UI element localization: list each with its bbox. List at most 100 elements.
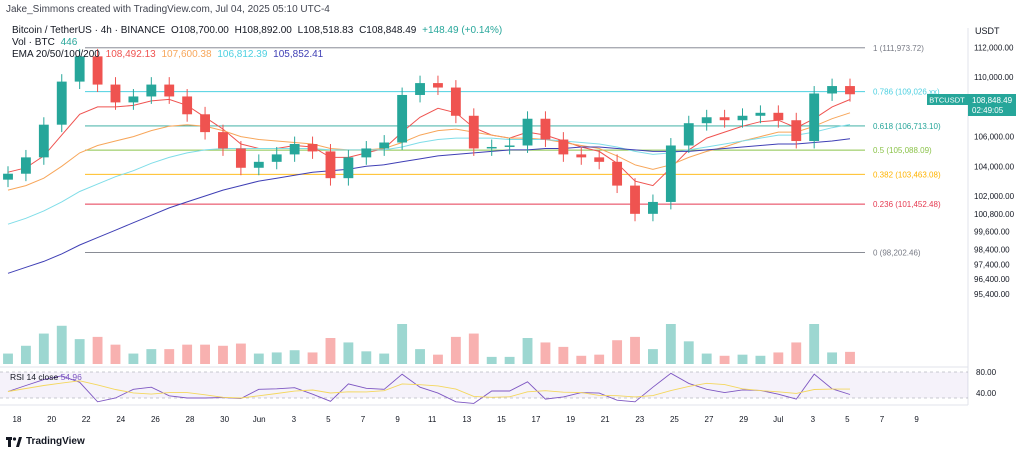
volume-bar	[665, 324, 676, 364]
rsi-label-text: RSI 14 close	[10, 372, 58, 382]
volume-bar	[648, 349, 658, 364]
time-tick: 7	[361, 415, 366, 424]
candle-body	[630, 185, 640, 214]
price-tick: 100,800.00	[974, 210, 1015, 219]
volume-bar	[809, 324, 820, 364]
time-tick: 21	[601, 415, 610, 424]
ema-line-3	[7, 138, 851, 274]
volume-bar	[325, 338, 336, 364]
volume-bar	[558, 346, 569, 364]
candle-body	[379, 142, 390, 149]
volume-bar	[56, 325, 67, 364]
candle-body	[128, 96, 139, 103]
author-line: Jake_Simmons created with TradingView.co…	[6, 4, 330, 15]
time-tick: 13	[462, 415, 471, 424]
volume-bar	[576, 355, 587, 364]
candle-body	[845, 86, 855, 95]
rsi-ma-line	[7, 380, 850, 399]
volume-bar	[773, 352, 784, 364]
candle-body	[433, 83, 443, 88]
candle-body	[522, 118, 533, 146]
candle-body	[235, 148, 246, 168]
ema-row: EMA 20/50/100/200 108,492.13 107,600.38 …	[12, 49, 326, 61]
symbol-title[interactable]: Bitcoin / TetherUS · 4h · BINANCE	[12, 25, 166, 36]
rsi-label: RSI 14 close 54.96	[10, 372, 82, 382]
time-tick: 26	[151, 415, 160, 424]
price-tick: 98,400.00	[974, 245, 1010, 254]
rsi-tick: 40.00	[976, 389, 997, 398]
tradingview-logo[interactable]: TradingView	[6, 436, 85, 447]
ohlc-high: H108,892.00	[234, 25, 292, 36]
candle-body	[540, 118, 551, 140]
ohlc-low: L108,518.83	[297, 25, 354, 36]
time-tick: 15	[497, 415, 506, 424]
time-tick: 7	[880, 415, 885, 424]
ema-line-0	[7, 98, 851, 187]
time-tick: 27	[705, 415, 714, 424]
candle-body	[20, 157, 31, 174]
volume-label[interactable]: Vol · BTC	[12, 37, 55, 48]
price-tick: 97,400.00	[974, 260, 1010, 269]
ema100-value: 106,812.39	[217, 49, 268, 60]
price-tick: 96,400.00	[974, 275, 1010, 284]
time-tick: Jun	[253, 415, 266, 424]
last-price-tag: BTCUSDT 108,848.49 02:49:05	[927, 94, 1016, 116]
currency-label: USDT	[975, 26, 1000, 36]
rsi-tick: 80.00	[976, 368, 997, 377]
candle-body	[200, 114, 210, 133]
time-tick: 9	[395, 415, 400, 424]
last-price-countdown: 02:49:05	[972, 106, 1004, 115]
candlesticks	[3, 48, 855, 222]
candle-body	[325, 151, 336, 179]
time-tick: 30	[220, 415, 229, 424]
candle-body	[92, 56, 103, 85]
ohlc-open: O108,700.00	[170, 25, 229, 36]
fib-0382-label: 0.382 (103,463.08)	[873, 170, 941, 179]
volume-bar	[827, 352, 838, 364]
ema-line-2	[7, 124, 851, 225]
volume-value: 446	[60, 37, 78, 48]
volume-bar	[397, 324, 408, 364]
candle-body	[827, 86, 838, 94]
price-tick: 99,600.00	[974, 228, 1010, 237]
volume-bar	[522, 338, 533, 364]
volume-bar	[594, 354, 605, 364]
volume-bar	[182, 344, 193, 364]
volume-bar	[433, 354, 443, 364]
candle-body	[253, 161, 264, 168]
candle-body	[576, 154, 587, 158]
fibonacci-levels: 1 (111,973.72) 0.786 (109,026.xx) 0.618 (1…	[85, 44, 941, 257]
candle-body	[415, 83, 425, 95]
volume-row: Vol · BTC 446	[12, 37, 80, 49]
volume-bar	[504, 356, 515, 364]
time-tick: 23	[635, 415, 644, 424]
tradingview-brand: TradingView	[26, 436, 85, 447]
volume-bar	[683, 341, 694, 364]
time-tick: 19	[566, 415, 575, 424]
ema-lines	[7, 98, 851, 274]
time-tick: 9	[914, 415, 919, 424]
last-price-symbol: BTCUSDT	[929, 96, 965, 105]
volume-bar	[486, 356, 497, 364]
volume-bar	[630, 336, 640, 364]
time-tick: 20	[47, 415, 56, 424]
volume-bar	[38, 333, 49, 364]
volume-bar	[468, 333, 479, 364]
price-tick: 95,400.00	[974, 290, 1010, 299]
candle-body	[683, 123, 694, 146]
last-price-value: 108,848.49	[972, 96, 1013, 105]
volume-bar	[307, 352, 318, 364]
symbol-row: Bitcoin / TetherUS · 4h · BINANCE O108,7…	[12, 25, 505, 37]
volume-bar	[74, 339, 85, 364]
candle-body	[146, 84, 157, 97]
volume-bar	[20, 345, 31, 364]
candle-body	[343, 157, 354, 179]
time-axis[interactable]: 18 20 22 24 26 28 30 Jun 3 5 7 9 11 13 15 17 19 21 23 25 27 2…	[13, 415, 920, 424]
time-tick: Jul	[773, 415, 783, 424]
price-tick: 104,000.00	[974, 162, 1015, 171]
ema-label[interactable]: EMA 20/50/100/200	[12, 49, 100, 60]
volume-bar	[3, 353, 13, 364]
volume-bar	[128, 353, 139, 364]
ema50-value: 107,600.38	[161, 49, 212, 60]
